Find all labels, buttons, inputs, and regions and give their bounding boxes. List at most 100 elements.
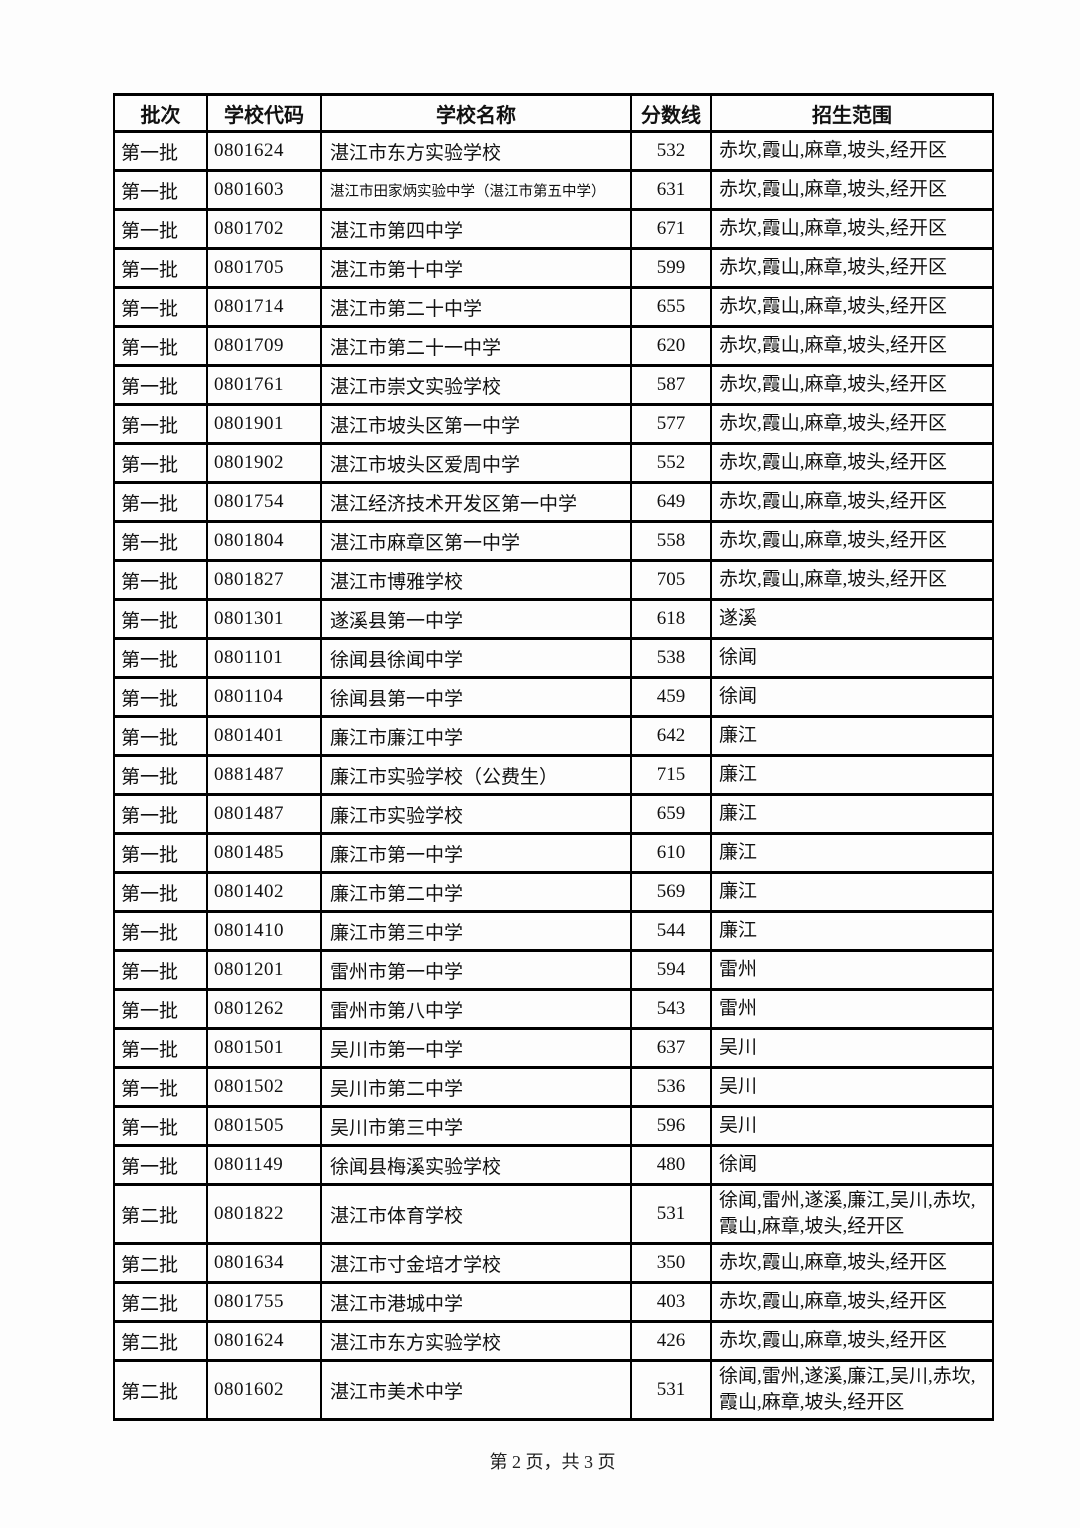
- name-cell: 徐闻县梅溪实验学校: [320, 1144, 632, 1186]
- range-cell: 廉江: [710, 715, 994, 757]
- code-cell: 0881487: [206, 754, 322, 796]
- range-cell: 赤坎,霞山,麻章,坡头,经开区: [710, 481, 994, 523]
- table-row: 第一批 0801804 湛江市麻章区第一中学 558 赤坎,霞山,麻章,坡头,经开区: [113, 520, 994, 562]
- score-cell: 536: [630, 1066, 712, 1108]
- name-cell: 湛江市寸金培才学校: [320, 1242, 632, 1284]
- name-cell: 湛江市崇文实验学校: [320, 364, 632, 406]
- name-cell: 湛江市坡头区第一中学: [320, 403, 632, 445]
- range-cell: 吴川: [710, 1027, 994, 1069]
- code-cell: 0801709: [206, 325, 322, 367]
- range-cell: 赤坎,霞山,麻章,坡头,经开区: [710, 364, 994, 406]
- score-cell: 538: [630, 637, 712, 679]
- batch-cell: 第二批: [113, 1320, 208, 1362]
- name-cell: 湛江市麻章区第一中学: [320, 520, 632, 562]
- column-header-1: 学校代码: [206, 93, 322, 133]
- code-cell: 0801705: [206, 247, 322, 289]
- score-cell: 618: [630, 598, 712, 640]
- table-row: 第二批 0801624 湛江市东方实验学校 426 赤坎,霞山,麻章,坡头,经开区: [113, 1320, 994, 1362]
- range-cell: 廉江: [710, 910, 994, 952]
- name-cell: 廉江市实验学校: [320, 793, 632, 835]
- code-cell: 0801754: [206, 481, 322, 523]
- score-cell: 599: [630, 247, 712, 289]
- table-row: 第一批 0801502 吴川市第二中学 536 吴川: [113, 1066, 994, 1108]
- name-cell: 湛江市美术中学: [320, 1359, 632, 1421]
- score-cell: 671: [630, 208, 712, 250]
- name-cell: 湛江市第十中学: [320, 247, 632, 289]
- code-cell: 0801501: [206, 1027, 322, 1069]
- range-cell: 赤坎,霞山,麻章,坡头,经开区: [710, 247, 994, 289]
- score-cell: 543: [630, 988, 712, 1030]
- range-cell: 赤坎,霞山,麻章,坡头,经开区: [710, 559, 994, 601]
- batch-cell: 第一批: [113, 286, 208, 328]
- range-cell: 赤坎,霞山,麻章,坡头,经开区: [710, 286, 994, 328]
- range-cell: 徐闻,雷州,遂溪,廉江,吴川,赤坎,霞山,麻章,坡头,经开区: [710, 1359, 994, 1421]
- range-cell: 赤坎,霞山,麻章,坡头,经开区: [710, 442, 994, 484]
- score-cell: 569: [630, 871, 712, 913]
- code-cell: 0801602: [206, 1359, 322, 1421]
- batch-cell: 第一批: [113, 247, 208, 289]
- table-row: 第一批 0801754 湛江经济技术开发区第一中学 649 赤坎,霞山,麻章,坡头,经开…: [113, 481, 994, 523]
- score-cell: 705: [630, 559, 712, 601]
- table-row: 第一批 0801262 雷州市第八中学 543 雷州: [113, 988, 994, 1030]
- name-cell: 廉江市第二中学: [320, 871, 632, 913]
- code-cell: 0801101: [206, 637, 322, 679]
- score-cell: 594: [630, 949, 712, 991]
- code-cell: 0801761: [206, 364, 322, 406]
- score-cell: 649: [630, 481, 712, 523]
- table-row: 第一批 0801104 徐闻县第一中学 459 徐闻: [113, 676, 994, 718]
- name-cell: 廉江市实验学校（公费生）: [320, 754, 632, 796]
- range-cell: 赤坎,霞山,麻章,坡头,经开区: [710, 208, 994, 250]
- name-cell: 吴川市第一中学: [320, 1027, 632, 1069]
- batch-cell: 第一批: [113, 481, 208, 523]
- range-cell: 廉江: [710, 793, 994, 835]
- table-row: 第一批 0801761 湛江市崇文实验学校 587 赤坎,霞山,麻章,坡头,经开区: [113, 364, 994, 406]
- table-row: 第二批 0801755 湛江市港城中学 403 赤坎,霞山,麻章,坡头,经开区: [113, 1281, 994, 1323]
- score-cell: 552: [630, 442, 712, 484]
- code-cell: 0801410: [206, 910, 322, 952]
- name-cell: 湛江市博雅学校: [320, 559, 632, 601]
- range-cell: 赤坎,霞山,麻章,坡头,经开区: [710, 520, 994, 562]
- score-cell: 531: [630, 1359, 712, 1421]
- range-cell: 廉江: [710, 754, 994, 796]
- admission-score-table: 批次 学校代码 学校名称 分数线 招生范围 第一批 0801624 湛江市东方实验学校 532…: [113, 93, 994, 1421]
- score-cell: 620: [630, 325, 712, 367]
- range-cell: 徐闻: [710, 676, 994, 718]
- code-cell: 0801402: [206, 871, 322, 913]
- column-header-3: 分数线: [630, 93, 712, 133]
- column-header-0: 批次: [113, 93, 208, 133]
- code-cell: 0801804: [206, 520, 322, 562]
- code-cell: 0801505: [206, 1105, 322, 1147]
- batch-cell: 第一批: [113, 637, 208, 679]
- code-cell: 0801603: [206, 169, 322, 211]
- range-cell: 徐闻: [710, 637, 994, 679]
- table-row: 第一批 0801402 廉江市第二中学 569 廉江: [113, 871, 994, 913]
- name-cell: 徐闻县徐闻中学: [320, 637, 632, 679]
- batch-cell: 第一批: [113, 715, 208, 757]
- batch-cell: 第二批: [113, 1359, 208, 1421]
- score-cell: 532: [630, 130, 712, 172]
- range-cell: 赤坎,霞山,麻章,坡头,经开区: [710, 1320, 994, 1362]
- batch-cell: 第二批: [113, 1242, 208, 1284]
- table-row: 第一批 0801101 徐闻县徐闻中学 538 徐闻: [113, 637, 994, 679]
- code-cell: 0801822: [206, 1183, 322, 1245]
- table-row: 第一批 0801702 湛江市第四中学 671 赤坎,霞山,麻章,坡头,经开区: [113, 208, 994, 250]
- code-cell: 0801502: [206, 1066, 322, 1108]
- code-cell: 0801714: [206, 286, 322, 328]
- batch-cell: 第一批: [113, 949, 208, 991]
- score-cell: 610: [630, 832, 712, 874]
- table-row: 第二批 0801634 湛江市寸金培才学校 350 赤坎,霞山,麻章,坡头,经开区: [113, 1242, 994, 1284]
- batch-cell: 第一批: [113, 793, 208, 835]
- batch-cell: 第一批: [113, 325, 208, 367]
- batch-cell: 第一批: [113, 754, 208, 796]
- score-cell: 531: [630, 1183, 712, 1245]
- batch-cell: 第一批: [113, 169, 208, 211]
- code-cell: 0801262: [206, 988, 322, 1030]
- score-cell: 715: [630, 754, 712, 796]
- score-cell: 544: [630, 910, 712, 952]
- batch-cell: 第一批: [113, 1105, 208, 1147]
- range-cell: 雷州: [710, 949, 994, 991]
- batch-cell: 第一批: [113, 988, 208, 1030]
- range-cell: 赤坎,霞山,麻章,坡头,经开区: [710, 1281, 994, 1323]
- score-cell: 637: [630, 1027, 712, 1069]
- name-cell: 雷州市第八中学: [320, 988, 632, 1030]
